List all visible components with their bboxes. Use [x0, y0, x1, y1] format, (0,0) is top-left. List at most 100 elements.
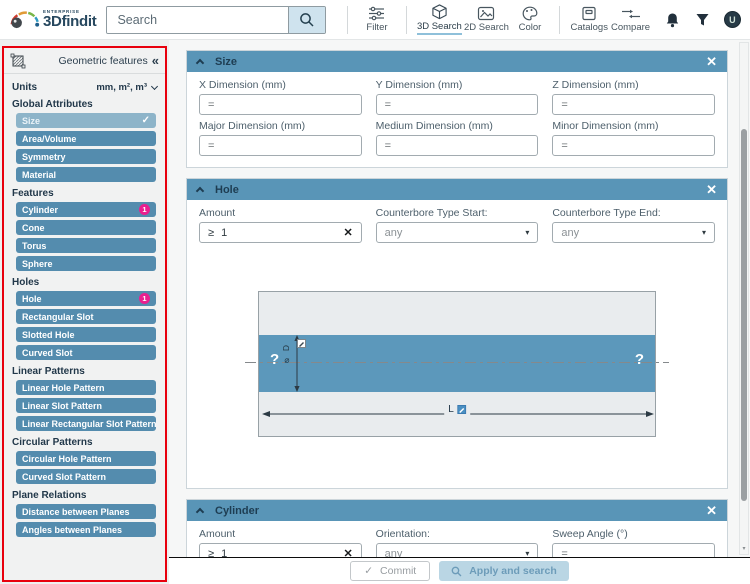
- panel-title: Cylinder: [215, 504, 260, 517]
- nav-compare[interactable]: Compare: [610, 1, 652, 39]
- item-label: Curved Slot: [22, 347, 73, 358]
- scrollbar-down-arrow[interactable]: ▾: [742, 546, 746, 552]
- field-major-dimension: Major Dimension (mm): [199, 120, 362, 156]
- size-panel-header: Size ✕: [187, 51, 727, 72]
- sidebar-item-cone[interactable]: Cone: [16, 220, 156, 235]
- nav-catalogs[interactable]: Catalogs: [569, 1, 610, 39]
- sidebar-item-symmetry[interactable]: Symmetry: [16, 149, 156, 164]
- dropdown-arrow-icon: ▾: [525, 549, 530, 557]
- counterbore-start-select[interactable]: any ▾: [375, 222, 539, 243]
- field-sweep-angle: Sweep Angle (°): [552, 528, 715, 557]
- sidebar-item-circular-hole-pattern[interactable]: Circular Hole Pattern: [16, 451, 156, 466]
- divider: [559, 5, 560, 34]
- z-dimension-input[interactable]: [552, 94, 715, 115]
- sidebar-item-curved-slot-pattern[interactable]: Curved Slot Pattern: [16, 469, 156, 484]
- y-dimension-input[interactable]: [375, 94, 539, 115]
- units-label: Units: [12, 82, 37, 93]
- sidebar-item-distance-between-planes[interactable]: Distance between Planes: [16, 504, 156, 519]
- search-button[interactable]: [288, 6, 326, 33]
- brand-logo[interactable]: ENTERPRISE 3Dfindit: [8, 8, 97, 31]
- cylinder-panel: Cylinder ✕ Amount ≥ 1 ✕ Orientation:: [186, 499, 728, 557]
- sidebar-item-slotted-hole[interactable]: Slotted Hole: [16, 327, 156, 342]
- scrollbar-thumb[interactable]: [741, 129, 747, 501]
- sidebar-item-linear-slot-pattern[interactable]: Linear Slot Pattern: [16, 398, 156, 413]
- close-icon[interactable]: ✕: [706, 54, 717, 69]
- sidebar-item-curved-slot[interactable]: Curved Slot: [16, 345, 156, 360]
- item-label: Rectangular Slot: [22, 311, 94, 322]
- edit-length-icon[interactable]: [456, 405, 466, 414]
- collapse-panel-icon[interactable]: [195, 186, 205, 196]
- section-holes: Holes: [12, 277, 40, 288]
- sidebar-item-angles-between-planes[interactable]: Angles between Planes: [16, 522, 156, 537]
- sidebar-item-area-volume[interactable]: Area/Volume: [16, 131, 156, 146]
- hole-panel-body: Amount ≥ 1 ✕ Counterbore Type Start: any…: [187, 200, 727, 488]
- sidebar-item-cylinder[interactable]: Cylinder 1: [16, 202, 156, 217]
- field-cylinder-amount: Amount ≥ 1 ✕: [199, 528, 362, 557]
- clear-icon[interactable]: ✕: [343, 227, 353, 239]
- search-box: [106, 5, 327, 34]
- right-end-unknown[interactable]: ?: [634, 351, 644, 368]
- field-label: Major Dimension (mm): [199, 120, 306, 132]
- sidebar-item-rectangular-slot[interactable]: Rectangular Slot: [16, 309, 156, 324]
- close-icon[interactable]: ✕: [706, 182, 717, 197]
- sidebar-title: Geometric features: [58, 54, 148, 67]
- apply-and-search-button[interactable]: Apply and search: [439, 561, 569, 581]
- collapse-panel-icon[interactable]: [195, 58, 205, 68]
- collapse-panel-icon[interactable]: [195, 507, 205, 517]
- collapse-sidebar-icon[interactable]: «: [151, 53, 159, 68]
- sweep-angle-input[interactable]: [552, 543, 715, 557]
- search-input[interactable]: [107, 6, 289, 33]
- field-medium-dimension: Medium Dimension (mm): [375, 120, 539, 156]
- check-icon: ✓: [364, 565, 374, 577]
- item-label: Torus: [22, 240, 47, 251]
- sidebar-item-torus[interactable]: Torus: [16, 238, 156, 253]
- orientation-select[interactable]: any ▾: [375, 543, 539, 557]
- nav-color[interactable]: Color: [510, 1, 550, 39]
- item-label: Linear Slot Pattern: [22, 400, 103, 411]
- field-label: Counterbore Type Start:: [375, 207, 488, 219]
- sidebar-item-linear-hole-pattern[interactable]: Linear Hole Pattern: [16, 380, 156, 395]
- hole-amount-input[interactable]: ≥ 1 ✕: [199, 222, 362, 243]
- panel-title: Size: [215, 55, 238, 68]
- major-dimension-input[interactable]: [199, 135, 362, 156]
- diameter-label: ⌀ D: [281, 344, 291, 366]
- medium-dimension-input[interactable]: [375, 135, 539, 156]
- close-icon[interactable]: ✕: [706, 503, 717, 518]
- vertical-scrollbar[interactable]: ▾: [739, 42, 749, 555]
- item-label: Symmetry: [22, 151, 66, 162]
- funnel-icon: [696, 14, 709, 26]
- nav-2d-search[interactable]: 2D Search: [463, 1, 510, 39]
- sidebar-item-material[interactable]: Material: [16, 167, 156, 182]
- section-circular-patterns: Circular Patterns: [12, 437, 93, 448]
- field-y-dimension: Y Dimension (mm): [375, 79, 539, 115]
- minor-dimension-input[interactable]: [552, 135, 715, 156]
- cylinder-panel-header: Cylinder ✕: [187, 500, 727, 521]
- cylinder-amount-input[interactable]: ≥ 1 ✕: [199, 543, 362, 557]
- field-label: Sweep Angle (°): [552, 528, 628, 540]
- nav-filter[interactable]: Filter: [357, 1, 397, 39]
- filter-results-button[interactable]: [693, 9, 712, 31]
- user-menu-button[interactable]: U: [723, 9, 742, 31]
- sidebar-item-linear-rectangular-slot-pattern[interactable]: Linear Rectangular Slot Pattern: [16, 416, 156, 431]
- clear-icon[interactable]: ✕: [343, 548, 353, 557]
- search-icon: [300, 12, 314, 27]
- sidebar-item-size[interactable]: Size ✓: [16, 113, 156, 128]
- left-end-unknown[interactable]: ?: [270, 351, 280, 368]
- notifications-button[interactable]: [663, 9, 682, 31]
- sidebar-item-hole[interactable]: Hole 1: [16, 291, 156, 306]
- counterbore-end-select[interactable]: any ▾: [552, 222, 715, 243]
- catalog-icon: [582, 6, 596, 21]
- length-label: L: [448, 404, 454, 415]
- edit-diameter-icon[interactable]: [297, 339, 306, 348]
- x-dimension-input[interactable]: [199, 94, 362, 115]
- nav-3d-search[interactable]: 3D Search: [416, 1, 463, 39]
- select-value: any: [384, 226, 403, 239]
- units-dropdown[interactable]: mm, m², m³: [96, 82, 159, 93]
- amount-value: ≥ 1: [208, 226, 230, 239]
- sidebar-item-sphere[interactable]: Sphere: [16, 256, 156, 271]
- field-orientation: Orientation: any ▾: [375, 528, 539, 557]
- item-label: Angles between Planes: [22, 524, 123, 535]
- logo-enterprise-label: ENTERPRISE: [43, 8, 80, 14]
- commit-button[interactable]: ✓ Commit: [350, 561, 431, 581]
